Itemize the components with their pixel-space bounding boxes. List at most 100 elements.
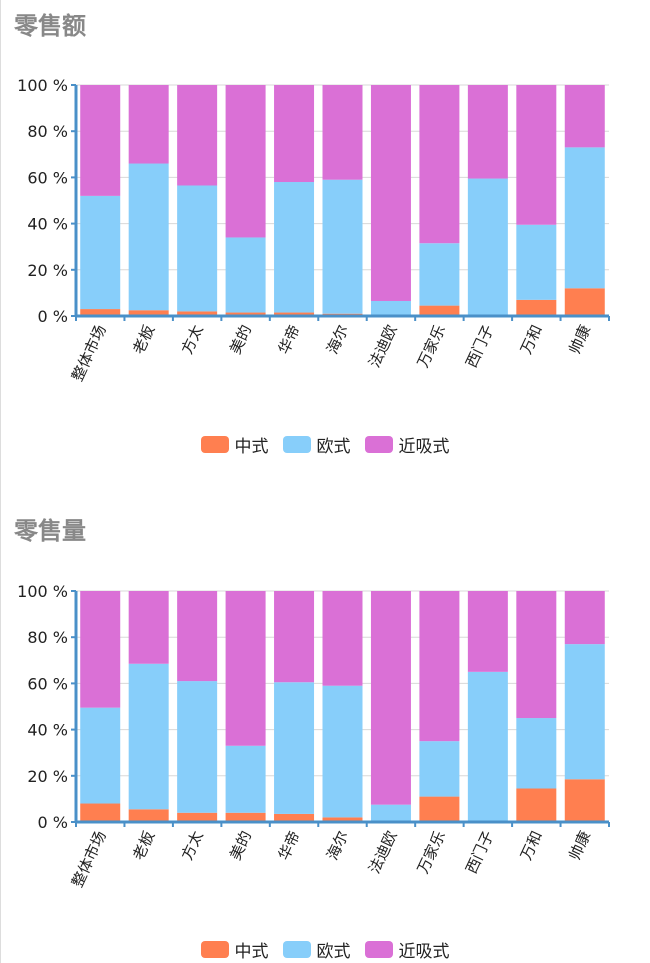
x-tick-label: 万家乐 [414,828,449,876]
bar-segment [419,796,460,822]
y-tick-label: 20 % [27,261,68,280]
bar-segment [516,591,557,719]
bar-segment [225,591,266,746]
bar-segment [80,195,121,310]
legend-label: 欧式 [316,942,351,962]
bar-segment [564,147,605,289]
bar-segment [467,591,508,672]
bar-segment [274,312,315,316]
x-tick-label: 西门子 [462,322,497,370]
bar-segment [177,681,218,813]
chart-legend: 中式 欧式 近吸式 [0,937,650,962]
bar-segment [370,804,411,822]
legend-label: 中式 [234,437,269,457]
x-tick-label: 老板 [129,828,158,863]
legend-item-zhongshi[interactable]: 中式 [200,432,269,457]
bar-segment [177,185,218,312]
x-tick-label: 华帝 [275,322,304,357]
bar-segment [128,310,169,316]
y-tick-label: 60 % [27,674,68,693]
legend-label: 近吸式 [398,942,450,962]
chart-title: 零售额 [14,12,86,40]
chart-title: 零售量 [14,517,86,545]
x-tick-label: 整体市场 [68,828,110,890]
bar-segment [419,305,460,316]
legend-label: 中式 [234,942,269,962]
bar-segment [467,178,508,315]
x-tick-label: 帅康 [565,322,594,357]
legend-swatch [364,941,393,958]
bar-segment [370,591,411,805]
bar-segment [322,685,363,818]
bar-segment [225,745,266,813]
y-tick-label: 80 % [27,122,68,141]
bar-segment [80,85,121,196]
bar-segment [274,813,315,822]
legend-item-jinxishi[interactable]: 近吸式 [364,937,450,962]
bar-segment [322,817,363,822]
bar-segment [370,85,411,301]
bar-segment [128,85,169,164]
page-left-border [0,0,1,963]
x-tick-label: 华帝 [275,828,304,863]
bar-segment [516,788,557,822]
x-tick-label: 整体市场 [68,322,110,384]
y-tick-label: 60 % [27,168,68,187]
legend-item-zhongshi[interactable]: 中式 [200,937,269,962]
bar-segment [516,224,557,300]
bar-segment [564,591,605,645]
bar-segment [225,85,266,238]
x-tick-label: 美的 [226,828,255,863]
x-tick-label: 海尔 [323,322,352,357]
bar-segment [80,309,121,316]
y-tick-label: 0 % [38,813,68,832]
bar-segment [467,85,508,179]
bar-segment [128,591,169,664]
chart-legend: 中式 欧式 近吸式 [0,432,650,457]
legend-swatch [364,436,393,453]
legend-item-jinxishi[interactable]: 近吸式 [364,432,450,457]
bar-segment [564,85,605,148]
bar-segment [322,85,363,180]
legend-swatch [200,941,229,958]
x-tick-label: 万家乐 [414,322,449,370]
bar-segment [177,812,218,822]
bar-segment [516,85,557,225]
x-tick-label: 海尔 [323,828,352,863]
bar-segment [177,85,218,186]
legend-swatch [282,436,311,453]
y-tick-label: 40 % [27,215,68,234]
legend-label: 欧式 [316,437,351,457]
bar-segment [419,591,460,742]
y-tick-label: 20 % [27,767,68,786]
y-tick-label: 100 % [17,582,68,601]
legend-label: 近吸式 [398,437,450,457]
y-tick-label: 100 % [17,76,68,95]
bar-segment [128,663,169,810]
x-tick-label: 万和 [517,828,546,863]
legend-swatch [282,941,311,958]
y-tick-label: 40 % [27,721,68,740]
bar-segment [564,644,605,780]
y-tick-label: 0 % [38,307,68,326]
bar-segment [274,591,315,683]
x-tick-label: 美的 [226,322,255,357]
bar-segment [274,182,315,313]
x-tick-label: 法迪欧 [365,828,400,876]
x-tick-label: 西门子 [462,828,497,876]
bar-segment [370,300,411,316]
bar-segment [274,682,315,814]
x-tick-label: 法迪欧 [365,322,400,370]
bar-segment [419,741,460,797]
bar-segment [564,288,605,316]
bar-segment [80,707,121,804]
bar-segment [225,237,266,313]
retail-amount-chart: 0 % 20 % 40 % 60 % 80 % 100 % 整体市场 老板 方太 美的 华帝 海尔 法迪… [17,76,610,384]
bar-segment [80,591,121,708]
legend-item-oushi[interactable]: 欧式 [282,432,351,457]
legend-item-oushi[interactable]: 欧式 [282,937,351,962]
bar-segment [128,809,169,822]
bar-segment [516,718,557,789]
bar-segment [274,85,315,183]
bar-segment [128,163,169,311]
